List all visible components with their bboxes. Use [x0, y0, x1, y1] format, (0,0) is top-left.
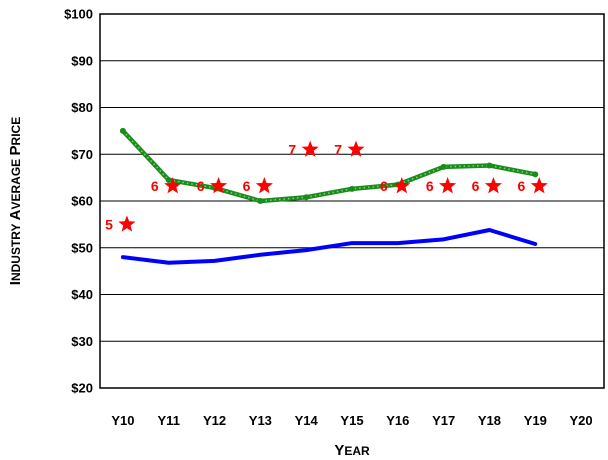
series-point	[349, 185, 355, 192]
y-tick-label: $40	[71, 287, 93, 302]
star-label: 6	[472, 178, 480, 194]
star-marker	[347, 140, 365, 157]
x-tick-label: Y20	[570, 413, 593, 428]
series-point	[486, 162, 493, 169]
star-label: 6	[380, 178, 388, 194]
series-line-1	[120, 227, 538, 265]
y-tick-label: $50	[71, 240, 93, 255]
y-tick-label: $90	[71, 53, 93, 68]
x-tick-label: Y15	[340, 413, 363, 428]
y-tick-label: $80	[71, 100, 93, 115]
y-tick-label: $70	[71, 147, 93, 162]
x-tick-label: Y12	[203, 413, 226, 428]
star-label: 6	[151, 178, 159, 194]
star-marker	[301, 140, 319, 157]
plot-area-border	[99, 13, 605, 389]
x-tick-label: Y19	[524, 413, 547, 428]
y-axis-ticks: $20 $30 $40 $50 $60 $70 $80 $90 $100	[64, 7, 93, 396]
star-marker	[209, 177, 228, 194]
star-marker	[255, 177, 273, 194]
star-marker	[530, 177, 548, 194]
series-point	[119, 127, 126, 134]
star-label: 5	[105, 216, 113, 232]
star-label: 6	[197, 178, 205, 194]
grid-lines	[100, 60, 604, 342]
series-line-2-dots	[122, 130, 536, 202]
y-tick-label: $100	[64, 7, 93, 22]
x-tick-label: Y10	[111, 413, 134, 428]
star-marker	[393, 177, 411, 194]
y-axis-title: INDUSTRY AVERAGE PRICE	[7, 117, 24, 285]
star-label: 6	[243, 178, 251, 194]
star-marker	[484, 177, 503, 194]
series-point	[440, 163, 447, 170]
x-tick-label: Y16	[386, 413, 409, 428]
star-annotations: 5 6 6 6 7 7 6 6 6 6	[105, 140, 548, 232]
y-tick-label: $20	[71, 381, 93, 396]
star-marker	[118, 215, 136, 232]
star-label: 6	[517, 178, 525, 194]
star-label: 7	[288, 142, 296, 158]
y-tick-label: $30	[71, 334, 93, 349]
x-tick-label: Y17	[432, 413, 455, 428]
series-point	[165, 176, 172, 183]
series-point	[257, 198, 264, 204]
x-tick-label: Y13	[249, 413, 272, 428]
series-point	[303, 194, 310, 201]
star-marker	[164, 177, 182, 194]
y-tick-label: $60	[71, 194, 93, 209]
series-lines	[119, 127, 539, 265]
star-label: 7	[334, 142, 342, 158]
x-axis-title: YEAR	[334, 442, 370, 459]
x-tick-label: Y11	[158, 413, 180, 428]
star-label: 6	[426, 178, 434, 194]
star-marker	[439, 177, 457, 194]
x-tick-label: Y18	[478, 413, 501, 428]
series-point	[532, 171, 539, 178]
x-axis-ticks: Y10 Y11 Y12 Y13 Y14 Y15 Y16 Y17 Y18 Y19 Y20	[111, 413, 592, 428]
x-tick-label: Y14	[295, 413, 319, 428]
